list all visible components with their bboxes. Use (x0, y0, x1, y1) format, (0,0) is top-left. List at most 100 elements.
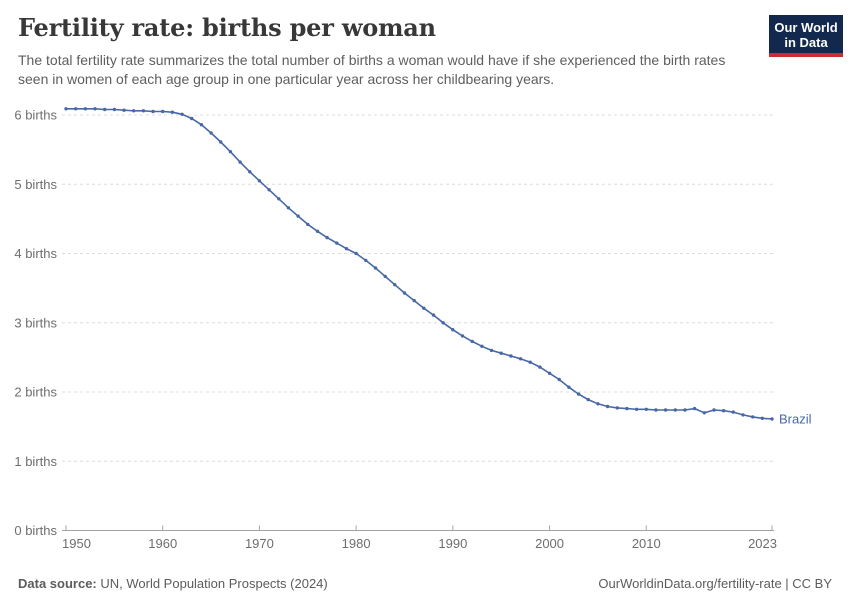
data-point[interactable] (721, 409, 726, 413)
data-point[interactable] (605, 404, 610, 409)
data-point[interactable] (286, 206, 291, 210)
x-axis-tick-label: 2000 (535, 536, 564, 551)
data-point[interactable] (122, 108, 126, 112)
x-axis-tick-label: 1980 (342, 536, 371, 551)
data-point[interactable] (499, 351, 503, 355)
data-point[interactable] (364, 258, 368, 263)
data-point-markers[interactable] (64, 107, 774, 421)
y-axis-tick-label: 1 births (14, 454, 57, 469)
x-axis-tick-label: 2023 (748, 536, 777, 551)
data-point[interactable] (209, 131, 213, 135)
data-point[interactable] (760, 416, 764, 420)
data-point[interactable] (751, 415, 755, 419)
data-point[interactable] (112, 107, 117, 112)
data-point[interactable] (228, 150, 233, 154)
owid-logo-line1: Our World (774, 20, 838, 35)
y-axis-tick-label: 4 births (14, 246, 57, 261)
data-point[interactable] (180, 112, 184, 117)
data-point[interactable] (431, 313, 436, 317)
data-source-text: UN, World Population Prospects (2024) (96, 576, 328, 591)
data-point[interactable] (567, 385, 571, 389)
owid-logo[interactable]: Our World in Data (769, 15, 843, 57)
data-point[interactable] (161, 109, 165, 114)
data-point[interactable] (586, 397, 590, 402)
data-point[interactable] (238, 160, 242, 164)
data-point[interactable] (770, 417, 774, 421)
brazil-series-line[interactable] (66, 108, 773, 420)
data-point[interactable] (547, 371, 552, 375)
y-axis-tick-label: 5 births (14, 177, 57, 192)
data-point[interactable] (315, 229, 320, 233)
x-axis-labels: 1950 1960 1970 1980 1990 2000 2010 2023 (62, 536, 777, 551)
data-point[interactable] (673, 408, 677, 412)
x-axis (62, 525, 774, 531)
data-point[interactable] (663, 408, 668, 412)
data-point[interactable] (103, 107, 107, 112)
data-point[interactable] (538, 365, 542, 369)
data-point[interactable] (509, 354, 513, 358)
data-point[interactable] (141, 109, 146, 113)
data-point[interactable] (64, 107, 68, 111)
data-point[interactable] (654, 408, 658, 412)
data-point[interactable] (325, 235, 329, 240)
gridlines (62, 114, 775, 462)
data-point[interactable] (296, 214, 300, 218)
data-point[interactable] (625, 406, 629, 411)
data-point[interactable] (383, 274, 387, 279)
owid-logo-line2: in Data (784, 35, 828, 50)
data-point[interactable] (402, 291, 407, 295)
data-point[interactable] (93, 107, 97, 111)
data-point[interactable] (644, 407, 648, 411)
x-axis-tick-label: 1960 (148, 536, 177, 551)
data-point[interactable] (731, 410, 735, 414)
data-point[interactable] (441, 321, 445, 325)
data-point[interactable] (480, 344, 484, 348)
data-point[interactable] (344, 247, 349, 251)
data-point[interactable] (132, 109, 136, 113)
data-point[interactable] (692, 406, 697, 411)
data-point[interactable] (596, 402, 600, 406)
data-point[interactable] (393, 283, 397, 287)
y-axis-tick-label: 2 births (14, 385, 57, 400)
data-point[interactable] (412, 298, 416, 303)
data-point[interactable] (557, 377, 561, 382)
data-point[interactable] (354, 251, 358, 256)
data-point[interactable] (248, 170, 252, 174)
data-point[interactable] (219, 140, 223, 144)
data-point[interactable] (422, 306, 426, 310)
data-point[interactable] (518, 357, 523, 361)
data-point[interactable] (199, 123, 204, 127)
y-axis-tick-label: 0 births (14, 523, 57, 538)
data-point[interactable] (373, 266, 378, 270)
data-point[interactable] (83, 107, 88, 111)
data-point[interactable] (151, 109, 155, 114)
series-label-brazil[interactable]: Brazil (779, 412, 812, 427)
data-point[interactable] (528, 360, 532, 364)
data-point[interactable] (460, 334, 465, 338)
y-axis-tick-label: 3 births (14, 315, 57, 330)
data-point[interactable] (74, 107, 78, 111)
data-point[interactable] (576, 392, 581, 396)
data-point[interactable] (451, 328, 455, 332)
data-point[interactable] (277, 197, 281, 201)
data-point[interactable] (634, 407, 639, 411)
data-point[interactable] (306, 222, 310, 227)
y-axis-tick-label: 6 births (14, 108, 57, 123)
data-point[interactable] (190, 116, 194, 121)
data-point[interactable] (335, 241, 339, 245)
data-point[interactable] (257, 179, 262, 183)
data-point[interactable] (712, 408, 716, 412)
data-point[interactable] (615, 406, 619, 410)
owid-citation-link[interactable]: OurWorldinData.org/fertility-rate | CC B… (598, 576, 832, 591)
x-axis-tick-label: 1990 (438, 536, 467, 551)
data-point[interactable] (683, 408, 687, 412)
x-axis-tick-label: 1970 (245, 536, 274, 551)
data-point[interactable] (489, 348, 494, 353)
data-point[interactable] (470, 339, 474, 344)
data-point[interactable] (170, 110, 175, 114)
data-point[interactable] (741, 413, 745, 417)
data-point[interactable] (267, 188, 271, 192)
data-point[interactable] (702, 411, 706, 415)
